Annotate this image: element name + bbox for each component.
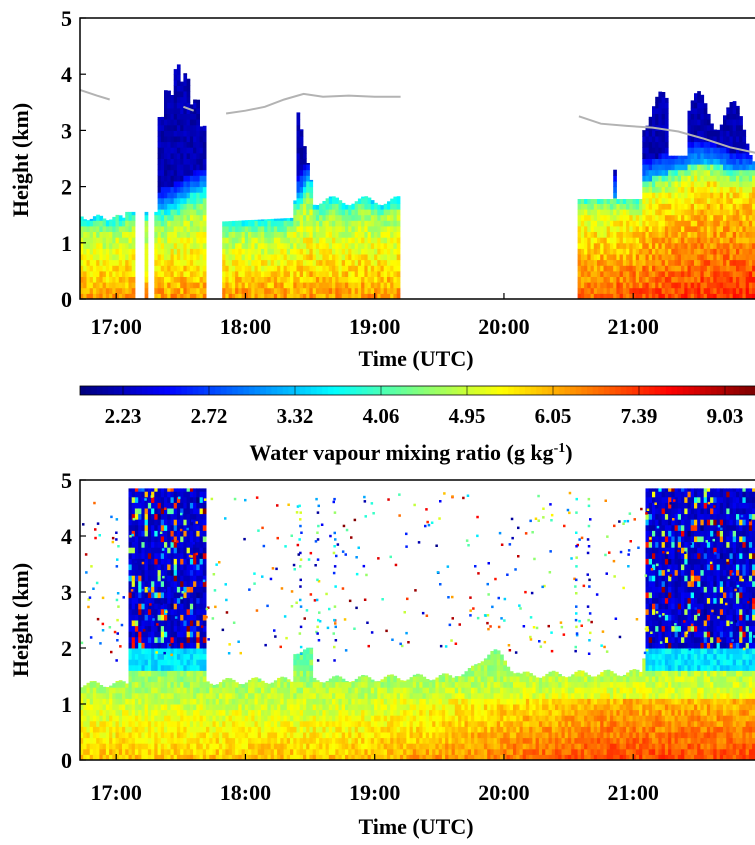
x-tick-label: 19:00 <box>349 780 400 805</box>
colorbar-tick-label: 4.95 <box>449 404 486 428</box>
bottom-noise-specks <box>80 491 755 662</box>
top-x-axis-label: Time (UTC) <box>358 346 473 371</box>
y-tick-label: 3 <box>61 580 72 605</box>
x-tick-label: 20:00 <box>478 780 529 805</box>
colorbar-tick-label: 9.03 <box>707 404 744 428</box>
colorbar-tick-label: 2.23 <box>105 404 142 428</box>
bottom-y-ticks: 0 1 2 3 4 5 <box>61 468 86 773</box>
colorbar-frame <box>79 385 755 396</box>
bottom-panel: 0 1 2 3 4 5 17:00 18:00 19:00 20:00 21:00 Height … <box>8 468 755 839</box>
colorbar-tick-label: 4.06 <box>363 404 400 428</box>
top-plot-frame <box>79 17 755 300</box>
x-tick-label: 19:00 <box>349 314 400 339</box>
y-tick-label: 5 <box>61 6 72 31</box>
x-tick-label: 21:00 <box>608 780 659 805</box>
y-tick-label: 2 <box>61 636 72 661</box>
y-tick-label: 4 <box>61 524 72 549</box>
top-y-ticks: 0 1 2 3 4 5 <box>61 6 86 312</box>
colorbar: 2.23 2.72 3.32 4.06 4.95 6.05 7.39 9.03 Water v… <box>79 385 755 465</box>
bottom-y-axis-label: Height (km) <box>8 563 33 677</box>
colorbar-tick-label: 2.72 <box>191 404 228 428</box>
y-tick-label: 5 <box>61 468 72 493</box>
top-cloud-top-line <box>79 88 755 154</box>
y-tick-label: 3 <box>61 118 72 143</box>
colorbar-label-main: Water vapour mixing ratio (g kg <box>249 440 553 465</box>
top-y-axis-label: Height (km) <box>8 103 33 217</box>
colorbar-ticks: 2.23 2.72 3.32 4.06 4.95 6.05 7.39 9.03 <box>105 386 744 428</box>
colorbar-label-close: ) <box>565 440 572 465</box>
x-tick-label: 17:00 <box>91 314 142 339</box>
colorbar-tick-label: 6.05 <box>535 404 572 428</box>
y-tick-label: 0 <box>61 287 72 312</box>
top-x-ticks: 17:00 18:00 19:00 20:00 21:00 <box>91 293 659 339</box>
bottom-plot-frame <box>79 479 755 761</box>
y-tick-label: 4 <box>61 62 72 87</box>
x-tick-label: 18:00 <box>220 780 271 805</box>
x-tick-label: 21:00 <box>608 314 659 339</box>
x-tick-label: 18:00 <box>220 314 271 339</box>
colorbar-label: Water vapour mixing ratio (g kg-1) <box>249 440 572 465</box>
bottom-heatmap-cells <box>80 488 755 761</box>
colorbar-label-exponent: -1 <box>554 441 566 456</box>
y-tick-label: 1 <box>61 231 72 256</box>
y-tick-label: 2 <box>61 175 72 200</box>
bottom-x-axis-label: Time (UTC) <box>358 814 473 839</box>
colorbar-tick-label: 3.32 <box>277 404 314 428</box>
y-tick-label: 0 <box>61 748 72 773</box>
bottom-x-ticks: 17:00 18:00 19:00 20:00 21:00 <box>91 754 659 805</box>
colorbar-cells <box>80 386 755 395</box>
top-heatmap-cells <box>80 64 755 300</box>
x-tick-label: 20:00 <box>478 314 529 339</box>
y-tick-label: 1 <box>61 692 72 717</box>
top-panel: 0 1 2 3 4 5 17:00 18:00 19:00 20:00 21:00 Height … <box>8 6 755 371</box>
colorbar-tick-label: 7.39 <box>621 404 658 428</box>
x-tick-label: 17:00 <box>91 780 142 805</box>
